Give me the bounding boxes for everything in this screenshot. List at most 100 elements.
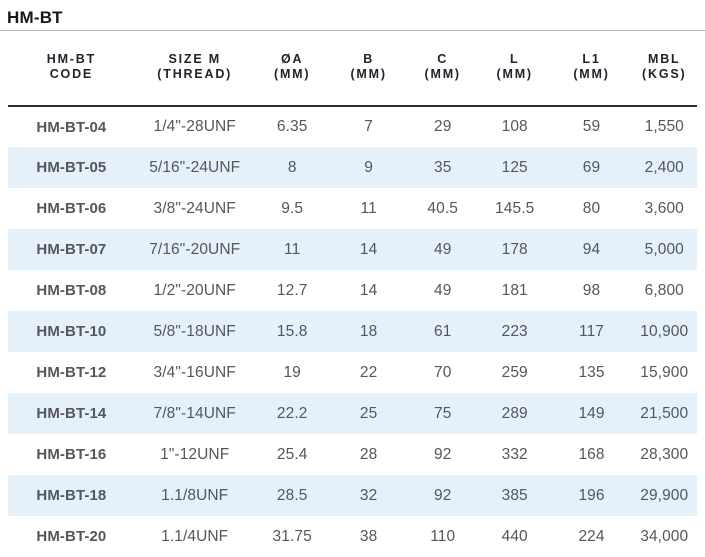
code-cell: HM-BT-06 (36, 200, 107, 217)
value-cell-l1: 196 (578, 486, 605, 504)
value-cell-dia-a: 28.5 (276, 486, 308, 504)
column-header-dia-a: ØA (MM) (254, 31, 330, 107)
value-cell-l: 332 (501, 445, 528, 463)
value-cell-l1: 59 (582, 118, 601, 135)
value-cell-c: 40.5 (427, 199, 458, 217)
value-cell-b: 28 (359, 445, 378, 463)
value-cell-b: 9 (364, 158, 374, 176)
value-cell-b: 22 (359, 363, 378, 381)
value-cell-size-m: 5/8"-18UNF (153, 322, 236, 340)
table-row: HM-BT-14 7/8"-14UNF 22.2 25 75 289 149 21,500 (8, 393, 697, 434)
column-header-line2: CODE (49, 67, 94, 81)
value-cell-dia-a: 11 (284, 240, 301, 258)
header-row: HM-BT CODE SIZE M (THREAD) ØA (MM) B (MM) C (MM) L… (8, 31, 697, 107)
table-row: HM-BT-16 1"-12UNF 25.4 28 92 332 168 28,300 (8, 434, 697, 475)
column-header-code: HM-BT CODE (8, 31, 135, 107)
value-cell-l1: 117 (579, 322, 605, 340)
value-cell-mbl: 2,400 (644, 158, 684, 176)
column-header-line2: (MM) (496, 67, 533, 81)
value-cell-c: 70 (433, 363, 452, 381)
table-row: HM-BT-08 1/2"-20UNF 12.7 14 49 181 98 6,800 (8, 270, 697, 311)
code-cell: HM-BT-20 (36, 528, 107, 545)
code-cell: HM-BT-08 (36, 282, 107, 299)
column-header-line1: L (509, 52, 520, 66)
spec-table-container: HM-BT CODE SIZE M (THREAD) ØA (MM) B (MM) C (MM) L… (8, 31, 697, 557)
code-cell: HM-BT-04 (36, 118, 107, 136)
table-row: HM-BT-07 7/16"-20UNF 11 14 49 178 94 5,000 (8, 229, 697, 270)
value-cell-l1: 69 (582, 158, 601, 176)
code-cell: HM-BT-10 (36, 323, 107, 340)
value-cell-l1: 224 (578, 527, 605, 545)
value-cell-size-m: 1.1/8UNF (161, 486, 229, 504)
column-header-line2: (THREAD) (157, 67, 233, 81)
column-header-line2: (MM) (424, 67, 461, 81)
value-cell-mbl: 21,500 (640, 404, 689, 422)
code-cell: HM-BT-18 (36, 487, 107, 504)
value-cell-size-m: 1.1/4UNF (161, 527, 229, 545)
value-cell-mbl: 15,900 (640, 363, 689, 381)
code-cell: HM-BT-07 (36, 241, 107, 258)
spec-table: HM-BT CODE SIZE M (THREAD) ØA (MM) B (MM) C (MM) L… (8, 31, 697, 557)
value-cell-dia-a: 15.8 (276, 322, 308, 340)
value-cell-dia-a: 25.4 (276, 445, 308, 463)
value-cell-l: 289 (501, 404, 528, 422)
table-row: HM-BT-12 3/4"-16UNF 19 22 70 259 135 15,900 (8, 352, 697, 393)
value-cell-mbl: 34,000 (640, 527, 689, 545)
value-cell-l1: 135 (578, 363, 605, 381)
value-cell-size-m: 5/16"-24UNF (149, 158, 241, 176)
value-cell-dia-a: 12.7 (276, 281, 308, 299)
value-cell-size-m: 3/8"-24UNF (153, 199, 236, 217)
value-cell-size-m: 1"-12UNF (160, 445, 230, 463)
value-cell-c: 49 (433, 240, 452, 258)
value-cell-l1: 80 (582, 199, 601, 217)
value-cell-size-m: 1/2"-20UNF (153, 281, 236, 299)
value-cell-l: 178 (501, 240, 528, 258)
value-cell-dia-a: 22.2 (276, 404, 308, 422)
table-row: HM-BT-05 5/16"-24UNF 8 9 35 125 69 2,400 (8, 147, 697, 188)
table-row: HM-BT-04 1/4"-28UNF 6.35 7 29 108 59 1,550 (8, 106, 697, 147)
value-cell-mbl: 6,800 (644, 281, 684, 299)
value-cell-l: 440 (501, 527, 528, 545)
table-row: HM-BT-20 1.1/4UNF 31.75 38 110 440 224 34,000 (8, 516, 697, 557)
value-cell-b: 14 (359, 281, 378, 299)
table-header: HM-BT CODE SIZE M (THREAD) ØA (MM) B (MM) C (MM) L… (8, 31, 697, 107)
value-cell-l: 108 (501, 118, 528, 135)
code-cell: HM-BT-05 (36, 159, 107, 176)
column-header-size-m: SIZE M (THREAD) (134, 31, 255, 107)
value-cell-mbl: 10,900 (640, 322, 689, 340)
table-body: HM-BT-04 1/4"-28UNF 6.35 7 29 108 59 1,550 HM-BT… (8, 106, 697, 557)
table-row: HM-BT-06 3/8"-24UNF 9.5 11 40.5 145.5 80 3,600 (8, 188, 697, 229)
code-cell: HM-BT-12 (36, 364, 107, 381)
value-cell-l: 259 (501, 363, 528, 381)
column-header-l1: L1 (MM) (551, 31, 632, 107)
value-cell-dia-a: 19 (283, 363, 301, 381)
value-cell-b: 18 (359, 322, 378, 340)
value-cell-l: 223 (501, 322, 528, 340)
column-header-line2: (MM) (573, 67, 610, 81)
code-cell: HM-BT-14 (36, 405, 107, 422)
value-cell-b: 32 (359, 486, 378, 504)
column-header-line1: MBL (648, 52, 681, 66)
value-cell-size-m: 3/4"-16UNF (153, 363, 236, 381)
column-header-line2: (MM) (274, 67, 311, 81)
column-header-mbl: MBL (KGS) (631, 31, 697, 107)
value-cell-b: 25 (359, 404, 378, 422)
value-cell-b: 38 (359, 527, 378, 545)
value-cell-l: 145.5 (495, 199, 535, 217)
column-header-line1: C (437, 52, 449, 66)
value-cell-dia-a: 31.75 (272, 527, 312, 545)
value-cell-b: 11 (360, 199, 377, 217)
value-cell-c: 49 (433, 281, 452, 299)
value-cell-l1: 98 (582, 281, 601, 299)
column-header-c: C (MM) (407, 31, 478, 107)
column-header-line1: ØA (281, 52, 304, 66)
value-cell-l: 181 (501, 281, 528, 299)
title-divider (0, 30, 705, 31)
value-cell-c: 29 (433, 118, 452, 135)
value-cell-b: 7 (364, 118, 374, 135)
value-cell-b: 14 (359, 240, 378, 258)
value-cell-mbl: 3,600 (644, 199, 684, 217)
value-cell-size-m: 1/4"-28UNF (153, 118, 236, 135)
table-row: HM-BT-10 5/8"-18UNF 15.8 18 61 223 117 10,900 (8, 311, 697, 352)
column-header-line2: (KGS) (642, 67, 687, 81)
